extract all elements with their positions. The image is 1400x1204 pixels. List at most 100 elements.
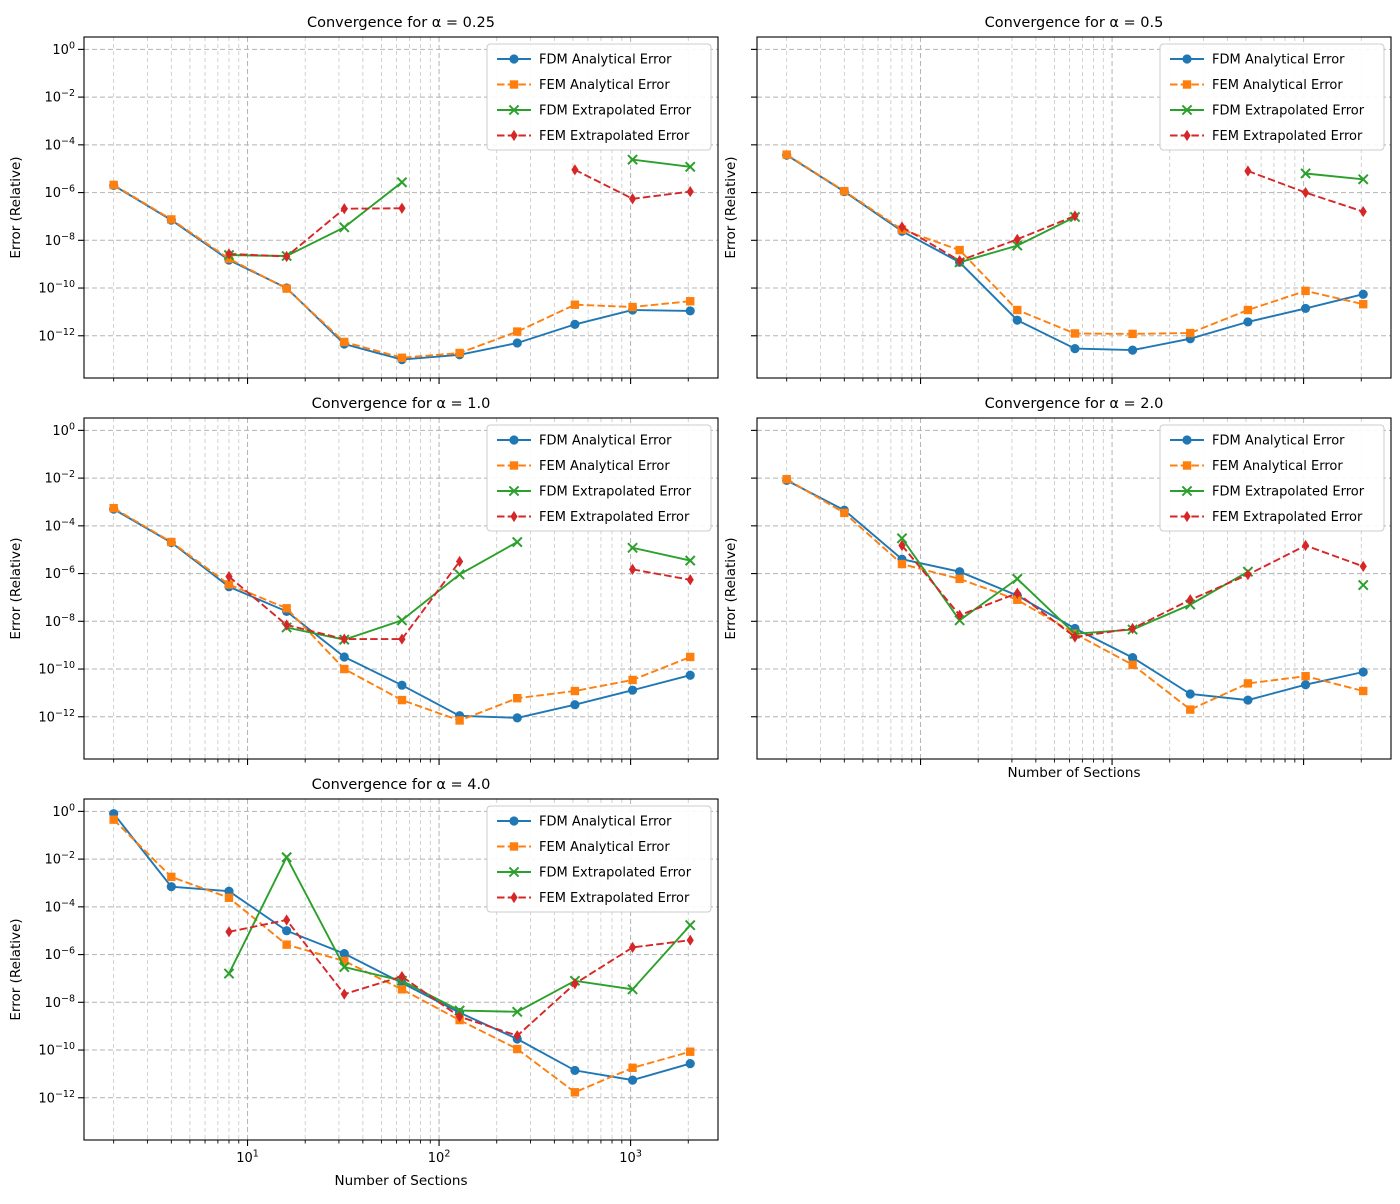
data-point-diamond [398,970,406,983]
data-point-diamond [225,926,233,938]
data-point-circle [166,882,176,892]
subplot-3: Convergence for α = 2.0 Error (Relative) N… [723,396,1392,781]
data-point-x [627,542,638,554]
y-axis-label: Error (Relative) [8,537,24,639]
data-point-square [628,675,637,685]
data-point-square [782,150,791,159]
data-point-square [167,215,176,224]
data-point-square [397,353,407,362]
y-tick-label: 10−2 [44,850,75,868]
data-point-diamond [1359,205,1367,218]
data-point-square [1301,672,1310,681]
series-fem_analytical [109,503,695,725]
data-point-circle [1182,54,1192,64]
series-line [632,568,691,581]
data-point-x [508,104,520,116]
data-point-square [1186,328,1195,338]
y-tick-label: 10−8 [44,612,75,630]
data-point-square [340,956,349,966]
data-point-square [1182,461,1192,470]
data-point-circle [509,54,519,64]
data-point-square [513,693,522,703]
series-fem_extrapolated [898,165,1367,267]
legend-label: FEM Analytical Error [539,78,670,93]
data-point-circle [685,306,695,316]
series-line [1305,172,1364,181]
data-point-circle [1358,667,1368,677]
data-point-circle [339,652,349,662]
data-point-square [1243,679,1253,688]
data-point-diamond [340,988,348,1000]
data-point-diamond [1013,233,1021,245]
data-point-circle [1182,435,1192,445]
data-point-x [1357,173,1369,185]
data-point-diamond [510,129,518,142]
series-fem_extrapolated [225,914,694,1042]
axes-frame [756,417,1392,760]
data-point-square [1070,329,1080,338]
data-point-square [1013,595,1022,604]
data-point-diamond [1301,186,1310,199]
y-tick-label: 10−6 [44,184,75,202]
data-point-square [509,842,519,851]
data-point-circle [1128,345,1138,355]
data-point-circle [1012,315,1022,325]
legend-label: FEM Extrapolated Error [539,129,690,144]
data-point-diamond [225,248,233,260]
data-point-square [167,537,176,547]
data-point-x [1011,573,1023,585]
data-point-square [109,503,118,513]
data-point-x [627,984,638,995]
legend: FDM Analytical Error FEM Analytical Error… [486,43,712,151]
data-point-square [782,474,791,484]
plot-title: Convergence for α = 4.0 [312,777,491,793]
data-point-circle [1243,317,1253,327]
data-point-x [627,154,638,165]
data-point-diamond [686,185,694,198]
data-point-circle [512,713,522,723]
data-point-circle [224,886,234,896]
data-point-x [1181,104,1193,116]
series-line [632,546,691,562]
axes-frame [83,36,719,379]
data-point-diamond [1129,622,1137,635]
data-point-circle [1185,689,1195,699]
data-point-diamond [628,193,637,205]
data-point-diamond [1244,569,1252,581]
legend: FDM Analytical Error FEM Analytical Error… [486,805,712,913]
data-point-square [840,186,849,196]
y-tick-label: 10−10 [38,279,75,297]
data-point-diamond [456,555,464,568]
plot-title: Convergence for α = 0.25 [307,15,495,31]
legend-label: FDM Analytical Error [1212,434,1345,449]
legend-label: FEM Analytical Error [1212,459,1343,474]
data-point-circle [685,670,695,680]
data-point-circle [1070,343,1080,354]
data-point-square [513,327,522,336]
legend-label: FDM Analytical Error [539,53,672,68]
data-point-diamond [510,510,518,523]
data-point-square [397,695,407,705]
data-point-square [455,716,464,725]
subplot-1: Convergence for α = 0.5 Error (Relative) F… [723,15,1392,384]
legend-box [1159,424,1385,532]
legend-label: FEM Extrapolated Error [539,891,690,906]
data-point-diamond [398,202,406,214]
data-point-x [511,1006,523,1018]
series-fdm_extrapolated [281,536,696,645]
data-point-x [1357,579,1369,591]
legend-label: FEM Analytical Error [539,459,670,474]
series-line [786,478,1364,711]
data-point-square [628,1063,637,1073]
y-tick-label: 10−4 [44,136,75,154]
data-point-diamond [1301,539,1310,552]
legend-label: FEM Extrapolated Error [1212,510,1363,525]
series-line [228,207,402,258]
data-point-circle [627,1075,638,1085]
data-point-circle [282,926,292,936]
data-point-x [684,919,696,931]
x-tick-label: 103 [619,1149,642,1167]
legend-box [1159,43,1385,151]
data-point-square [340,664,349,674]
